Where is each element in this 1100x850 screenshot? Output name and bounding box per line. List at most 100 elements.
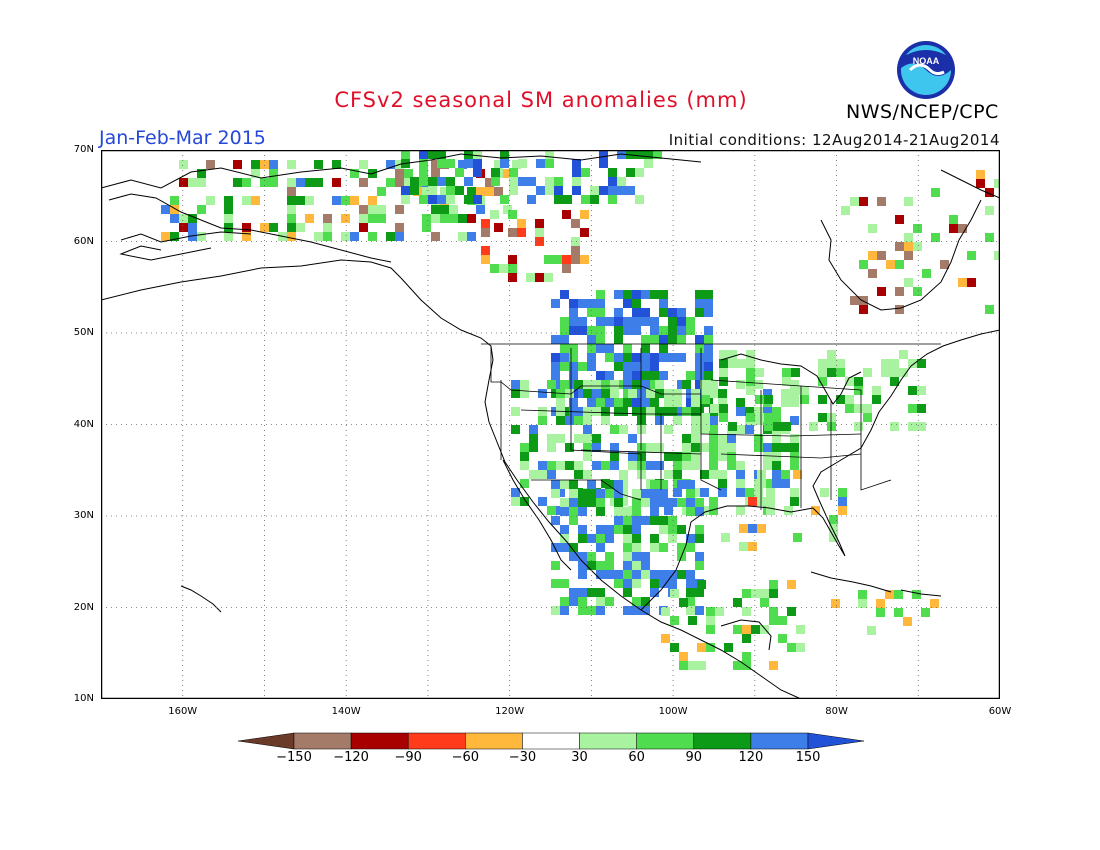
anomaly-cell [628, 434, 637, 443]
anomaly-cell [659, 389, 668, 398]
anomaly-cell [736, 407, 745, 416]
anomaly-cell [677, 335, 686, 344]
anomaly-cell [655, 380, 664, 389]
anomaly-cell [569, 398, 578, 407]
anomaly-cell [695, 290, 704, 299]
anomaly-cell [877, 251, 886, 260]
anomaly-cell [518, 177, 527, 186]
anomaly-cell [691, 443, 700, 452]
anomaly-cell [691, 407, 700, 416]
anomaly-cell [632, 489, 641, 498]
anomaly-cell [650, 543, 659, 552]
colorbar-cell [750, 732, 809, 750]
anomaly-cell [894, 608, 903, 617]
anomaly-cell [650, 380, 659, 389]
anomaly-cell [578, 507, 587, 516]
anomaly-cell [578, 299, 587, 308]
anomaly-cell [704, 335, 713, 344]
org-label: NWS/NCEP/CPC [846, 101, 999, 123]
anomaly-cell [440, 187, 449, 196]
anomaly-cell [623, 371, 632, 380]
anomaly-cell [650, 489, 659, 498]
anomaly-cell [359, 205, 368, 214]
anomaly-cell [368, 232, 377, 241]
anomaly-cell [565, 416, 574, 425]
anomaly-cell [800, 386, 809, 395]
anomaly-cell [868, 224, 877, 233]
anomaly-cell [836, 395, 845, 404]
anomaly-cell [632, 543, 641, 552]
anomaly-cell [858, 599, 867, 608]
anomaly-cell [668, 498, 677, 507]
anomaly-cell [664, 452, 673, 461]
anomaly-cell [563, 195, 572, 204]
anomaly-cell [958, 278, 967, 287]
anomaly-cell [727, 461, 736, 470]
anomaly-cell [518, 159, 527, 168]
anomaly-cell [632, 398, 641, 407]
anomaly-cell [659, 570, 668, 579]
anomaly-cell [170, 214, 179, 223]
anomaly-cell [617, 177, 626, 186]
anomaly-cell [473, 150, 482, 159]
anomaly-cell [742, 589, 751, 598]
anomaly-cell [985, 233, 994, 242]
anomaly-cell [763, 389, 772, 398]
anomaly-cell [587, 588, 596, 597]
anomaly-cell [467, 187, 476, 196]
anomaly-cell [619, 470, 628, 479]
anomaly-cell [632, 380, 641, 389]
anomaly-cell [614, 498, 623, 507]
anomaly-cell [890, 359, 899, 368]
anomaly-cell [845, 377, 854, 386]
anomaly-cell [569, 362, 578, 371]
anomaly-cell [578, 606, 587, 615]
anomaly-cell [538, 470, 547, 479]
anomaly-cell [500, 150, 509, 159]
lon-label: 60W [988, 706, 1012, 717]
anomaly-cells [161, 150, 1003, 670]
anomaly-cell [664, 506, 673, 515]
anomaly-cell [668, 407, 677, 416]
anomaly-cell [710, 404, 719, 413]
anomaly-cell [614, 317, 623, 326]
anomaly-cell [494, 187, 503, 196]
anomaly-cell [623, 543, 632, 552]
anomaly-cell [545, 186, 554, 195]
anomaly-cell [659, 371, 668, 380]
anomaly-cell [691, 389, 700, 398]
anomaly-cell [679, 598, 688, 607]
anomaly-cell [641, 597, 650, 606]
anomaly-cell [644, 150, 653, 159]
anomaly-cell [556, 416, 565, 425]
colorbar-label: −30 [508, 750, 537, 765]
anomaly-cell [818, 368, 827, 377]
anomaly-cell [569, 597, 578, 606]
chart-title: CFSv2 seasonal SM anomalies (mm) [334, 88, 748, 112]
anomaly-cell [686, 389, 695, 398]
anomaly-cell [440, 205, 449, 214]
anomaly-cell [509, 186, 518, 195]
anomaly-cell [623, 570, 632, 579]
anomaly-cell [628, 452, 637, 461]
coastlines [100, 153, 1001, 700]
anomaly-cell [596, 335, 605, 344]
anomaly-cell [580, 210, 589, 219]
anomaly-cell [838, 497, 847, 506]
anomaly-cell [733, 661, 742, 670]
anomaly-cell [745, 407, 754, 416]
graticule [101, 150, 1000, 699]
anomaly-cell [428, 195, 437, 204]
anomaly-cell [551, 489, 560, 498]
lon-label: 120W [495, 706, 525, 717]
anomaly-cell [745, 488, 754, 497]
anomaly-cell [601, 407, 610, 416]
anomaly-cell [359, 223, 368, 232]
anomaly-cell [632, 326, 641, 335]
anomaly-cell [578, 570, 587, 579]
anomaly-cell [535, 237, 544, 246]
anomaly-cell [578, 597, 587, 606]
anomaly-cell [659, 308, 668, 317]
anomaly-cell [419, 195, 428, 204]
anomaly-cell [894, 590, 903, 599]
